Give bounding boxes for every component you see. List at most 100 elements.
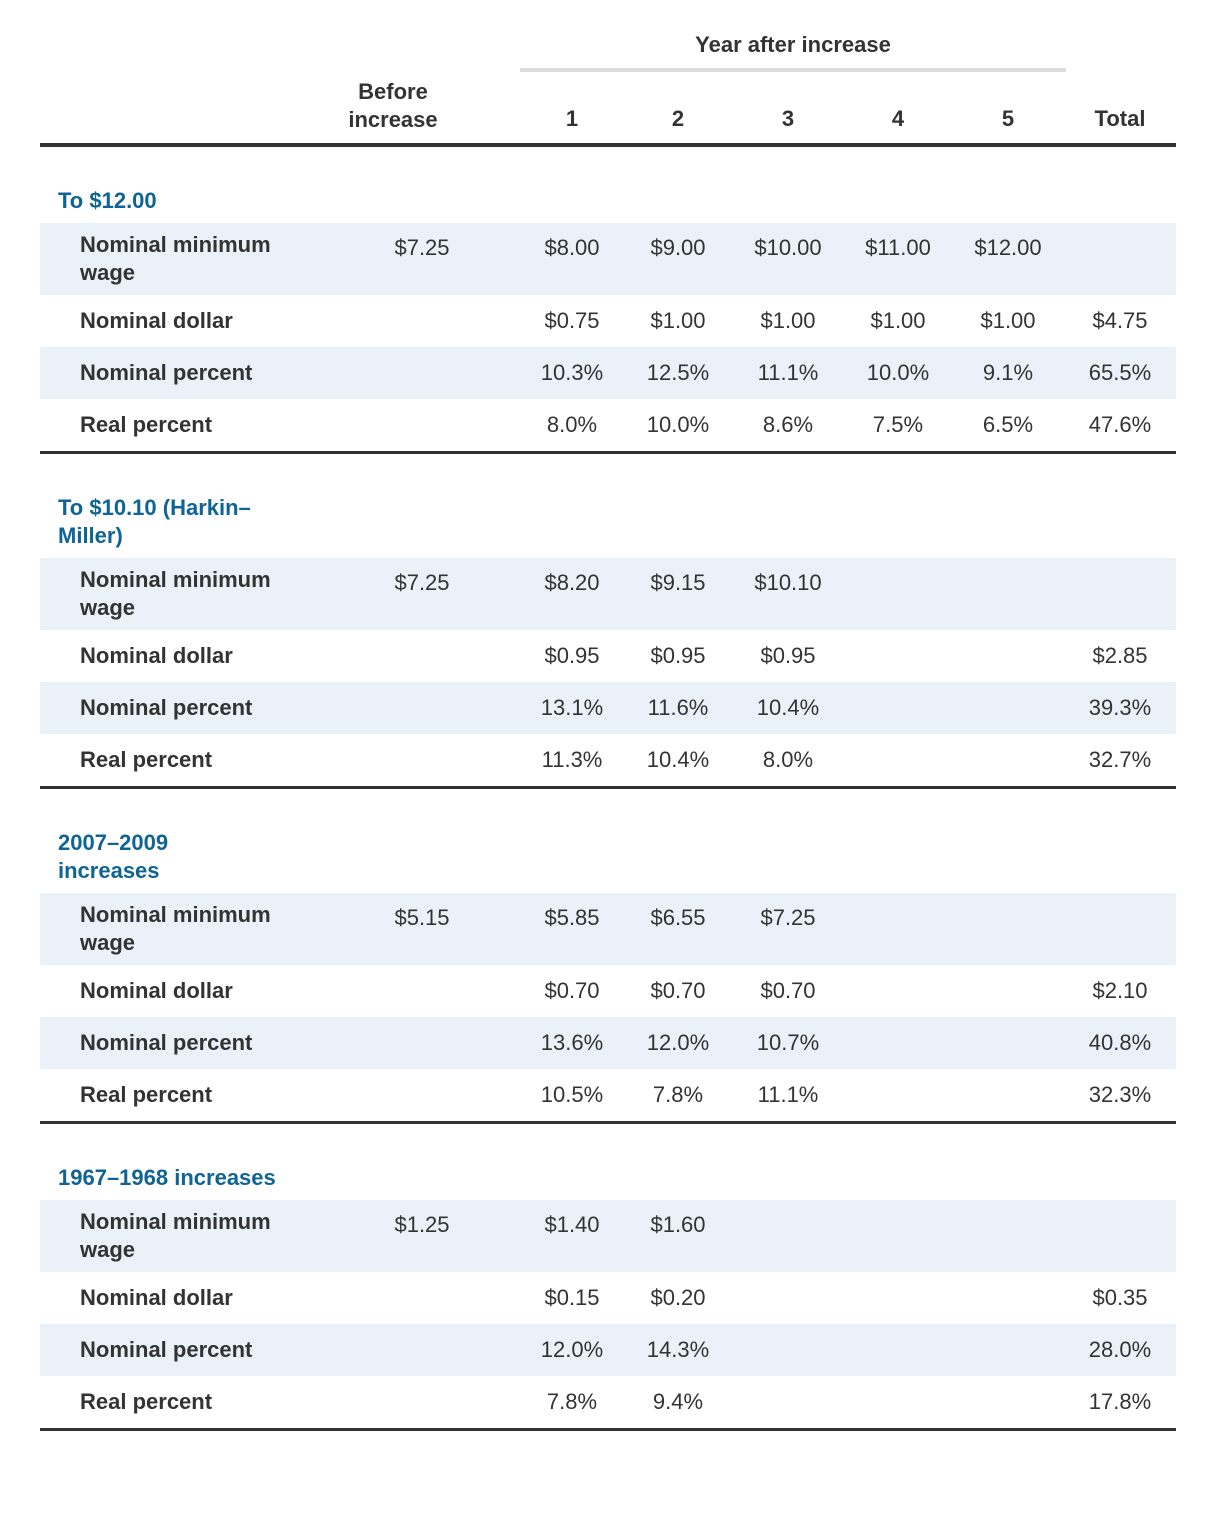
table-row: Nominal percent 10.3% 12.5% 11.1% 10.0% 9.1% 6… xyxy=(40,347,1176,399)
row-label: Nominal dollar xyxy=(80,643,233,668)
row-label: Nominal percent xyxy=(80,1337,253,1362)
row-label: Real percent xyxy=(80,412,213,437)
year-2-cell: $1.60 xyxy=(650,1212,706,1237)
year-1-cell: $8.00 xyxy=(544,235,600,260)
table-row: Nominal dollar $0.15 $0.20 $0.35 xyxy=(40,1272,1176,1324)
year-1-cell: 11.3% xyxy=(541,747,603,772)
total-cell: 39.3% xyxy=(1088,695,1152,720)
year-1-cell: 13.1% xyxy=(540,695,604,720)
table-section: To $10.10 (Harkin– Miller) Nominal minimu… xyxy=(40,454,1176,789)
year-1-cell: $0.70 xyxy=(544,978,600,1003)
wage-table: To $12.00 Nominal minimum wage $7.25 $8.00 $… xyxy=(40,143,1176,1431)
year-5-cell: $1.00 xyxy=(980,308,1036,333)
row-label: Nominal minimum wage xyxy=(80,1209,271,1262)
table-row: Real percent 8.0% 10.0% 8.6% 7.5% 6.5% 47.6% xyxy=(40,399,1176,451)
year-after-increase-header: Year after increase xyxy=(695,32,891,57)
total-cell: $0.35 xyxy=(1092,1285,1148,1310)
year-4-cell: 7.5% xyxy=(872,412,924,437)
year-3-cell: 11.1% xyxy=(757,1082,819,1107)
year-1-cell: $0.15 xyxy=(544,1285,600,1310)
table-row: Real percent 10.5% 7.8% 11.1% 32.3% xyxy=(40,1069,1176,1121)
section-rule xyxy=(40,1428,1176,1431)
year-3-cell: $10.10 xyxy=(754,570,822,595)
year-2-cell: $0.95 xyxy=(650,643,706,668)
year-5-cell: 6.5% xyxy=(982,412,1034,437)
table-row: Nominal minimum wage $7.25 $8.20 $9.15 $10.1… xyxy=(40,558,1176,630)
column-header-2: 2 xyxy=(671,106,685,131)
row-label: Nominal percent xyxy=(80,695,253,720)
row-label: Nominal percent xyxy=(80,360,253,385)
column-header-4: 4 xyxy=(891,106,905,131)
row-label: Nominal minimum wage xyxy=(80,902,271,955)
table-section: To $12.00 Nominal minimum wage $7.25 $8.00 $… xyxy=(40,147,1176,454)
year-3-cell: $1.00 xyxy=(760,308,816,333)
section-rule xyxy=(40,451,1176,454)
section-heading: To $10.10 (Harkin– Miller) xyxy=(58,495,251,548)
year-3-cell: 8.6% xyxy=(762,412,814,437)
total-cell: 47.6% xyxy=(1088,412,1152,437)
before-increase-header: Before increase xyxy=(348,79,438,132)
table-row: Nominal percent 13.1% 11.6% 10.4% 39.3% xyxy=(40,682,1176,734)
total-cell: $4.75 xyxy=(1092,308,1148,333)
before-increase-cell: $7.25 xyxy=(394,235,450,260)
year-2-cell: $9.15 xyxy=(650,570,706,595)
group-divider xyxy=(520,68,1066,72)
table-row: Nominal minimum wage $1.25 $1.40 $1.60 xyxy=(40,1200,1176,1272)
table-row: Real percent 7.8% 9.4% 17.8% xyxy=(40,1376,1176,1428)
year-3-cell: 8.0% xyxy=(762,747,814,772)
year-4-cell: 10.0% xyxy=(866,360,930,385)
year-1-cell: 10.5% xyxy=(540,1082,604,1107)
year-2-cell: 10.4% xyxy=(646,747,710,772)
year-1-cell: 10.3% xyxy=(540,360,604,385)
column-header-1: 1 xyxy=(565,106,579,131)
before-increase-cell: $1.25 xyxy=(394,1212,450,1237)
section-rule xyxy=(40,786,1176,789)
year-2-cell: 14.3% xyxy=(646,1337,710,1362)
row-label: Real percent xyxy=(80,747,213,772)
table-row: Nominal dollar $0.70 $0.70 $0.70 $2.10 xyxy=(40,965,1176,1017)
section-heading: To $12.00 xyxy=(58,188,157,213)
year-2-cell: $0.70 xyxy=(650,978,706,1003)
table-row: Real percent 11.3% 10.4% 8.0% 32.7% xyxy=(40,734,1176,786)
row-label: Nominal dollar xyxy=(80,308,233,333)
table-section: 1967–1968 increases Nominal minimum wage $… xyxy=(40,1124,1176,1431)
total-cell: 28.0% xyxy=(1088,1337,1152,1362)
year-3-cell: 11.1% xyxy=(757,360,819,385)
year-2-cell: 12.5% xyxy=(646,360,710,385)
table-row: Nominal percent 12.0% 14.3% 28.0% xyxy=(40,1324,1176,1376)
section-rule xyxy=(40,1121,1176,1124)
year-1-cell: 7.8% xyxy=(546,1389,598,1414)
total-cell: $2.85 xyxy=(1092,643,1148,668)
year-3-cell: $0.70 xyxy=(760,978,816,1003)
row-label: Nominal dollar xyxy=(80,978,233,1003)
year-5-cell: $12.00 xyxy=(974,235,1042,260)
year-2-cell: 7.8% xyxy=(652,1082,704,1107)
year-1-cell: $0.95 xyxy=(544,643,600,668)
year-1-cell: $5.85 xyxy=(544,905,600,930)
before-increase-cell: $7.25 xyxy=(394,570,450,595)
year-1-cell: 8.0% xyxy=(546,412,598,437)
table-row: Nominal minimum wage $5.15 $5.85 $6.55 $7.25 xyxy=(40,893,1176,965)
year-3-cell: $0.95 xyxy=(760,643,816,668)
year-1-cell: 13.6% xyxy=(540,1030,604,1055)
total-cell: $2.10 xyxy=(1092,978,1148,1003)
table-section: 2007–2009 increases Nominal minimum wage $… xyxy=(40,789,1176,1124)
section-heading: 2007–2009 increases xyxy=(58,830,169,883)
table-row: Nominal minimum wage $7.25 $8.00 $9.00 $10.0… xyxy=(40,223,1176,295)
year-2-cell: $1.00 xyxy=(650,308,706,333)
year-4-cell: $1.00 xyxy=(870,308,926,333)
table-row: Nominal dollar $0.95 $0.95 $0.95 $2.85 xyxy=(40,630,1176,682)
header-rule xyxy=(40,143,1176,147)
total-cell: 32.3% xyxy=(1088,1082,1152,1107)
year-2-cell: $9.00 xyxy=(650,235,706,260)
total-cell: 65.5% xyxy=(1088,360,1152,385)
total-cell: 40.8% xyxy=(1088,1030,1152,1055)
column-header-5: 5 xyxy=(1001,106,1015,131)
row-label: Nominal minimum wage xyxy=(80,567,271,620)
year-1-cell: $8.20 xyxy=(544,570,600,595)
year-3-cell: $7.25 xyxy=(760,905,816,930)
year-2-cell: 11.6% xyxy=(647,695,709,720)
year-1-cell: 12.0% xyxy=(540,1337,604,1362)
row-label: Nominal dollar xyxy=(80,1285,233,1310)
year-3-cell: 10.7% xyxy=(756,1030,820,1055)
